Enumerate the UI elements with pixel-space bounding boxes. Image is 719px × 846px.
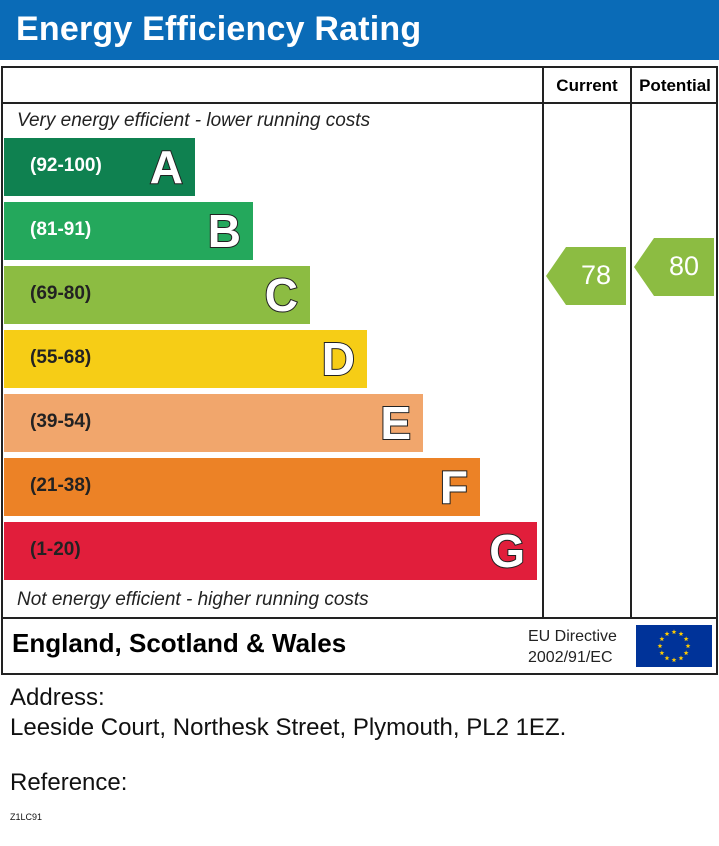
band-b: (81-91) B	[4, 202, 253, 260]
eu-directive-number: 2002/91/EC	[528, 649, 613, 666]
eu-flag-icon	[636, 625, 712, 667]
band-range-c: (69-80)	[30, 283, 92, 304]
band-range-g: (1-20)	[30, 539, 81, 560]
eu-star-icon	[685, 643, 691, 649]
address-label: Address:	[10, 684, 105, 711]
header-bar: Energy Efficiency Rating	[0, 0, 719, 60]
eu-star-icon	[678, 631, 684, 636]
efficient-note: Very energy efficient - lower running co…	[17, 110, 371, 131]
eu-star-icon	[678, 655, 684, 661]
eu-star-icon	[683, 636, 689, 642]
band-e: (39-54) E	[4, 394, 423, 452]
inefficient-note: Not energy efficient - higher running co…	[17, 589, 369, 610]
footer-divider	[3, 617, 716, 619]
header-divider	[3, 102, 716, 104]
band-a: (92-100) A	[4, 138, 195, 196]
current-column-header: Current	[556, 76, 618, 95]
band-letter-d: D	[321, 332, 356, 386]
eu-directive-label: EU Directive	[528, 628, 617, 645]
eu-star-icon	[683, 650, 689, 656]
eu-star-icon	[659, 650, 665, 656]
band-range-d: (55-68)	[30, 347, 92, 368]
band-letter-g: G	[488, 524, 526, 578]
rating-chart: Current Potential Very energy efficient …	[1, 66, 718, 675]
divider-current	[542, 68, 544, 619]
band-range-b: (81-91)	[30, 219, 92, 240]
reference-label: Reference:	[10, 769, 128, 796]
band-c: (69-80) C	[4, 266, 310, 324]
eu-star-icon	[664, 655, 670, 661]
band-letter-c: C	[264, 268, 299, 322]
band-letter-e: E	[379, 396, 412, 450]
potential-rating-arrow	[634, 238, 714, 296]
address-value: Leeside Court, Northesk Street, Plymouth…	[10, 714, 567, 741]
region-label: England, Scotland & Wales	[12, 628, 347, 658]
potential-column-header: Potential	[639, 76, 711, 95]
band-f: (21-38) F	[4, 458, 480, 516]
band-g: (1-20) G	[4, 522, 537, 580]
band-range-e: (39-54)	[30, 411, 92, 432]
current-rating-value: 78	[580, 260, 612, 290]
eu-star-icon	[671, 629, 677, 635]
band-range-a: (92-100)	[30, 155, 102, 176]
divider-potential	[630, 68, 632, 619]
reference-value: Z1LC91	[10, 812, 43, 822]
band-range-f: (21-38)	[30, 475, 92, 496]
current-rating-arrow	[546, 247, 626, 305]
band-letter-a: A	[149, 140, 184, 194]
band-letter-f: F	[439, 460, 469, 514]
page-title: Energy Efficiency Rating	[16, 10, 422, 48]
band-d: (55-68) D	[4, 330, 367, 388]
band-letter-b: B	[207, 204, 242, 258]
potential-rating-value: 80	[668, 251, 700, 281]
eu-star-icon	[659, 636, 665, 642]
eu-star-icon	[664, 631, 670, 636]
eu-star-icon	[671, 657, 677, 663]
eu-star-icon	[657, 643, 663, 649]
